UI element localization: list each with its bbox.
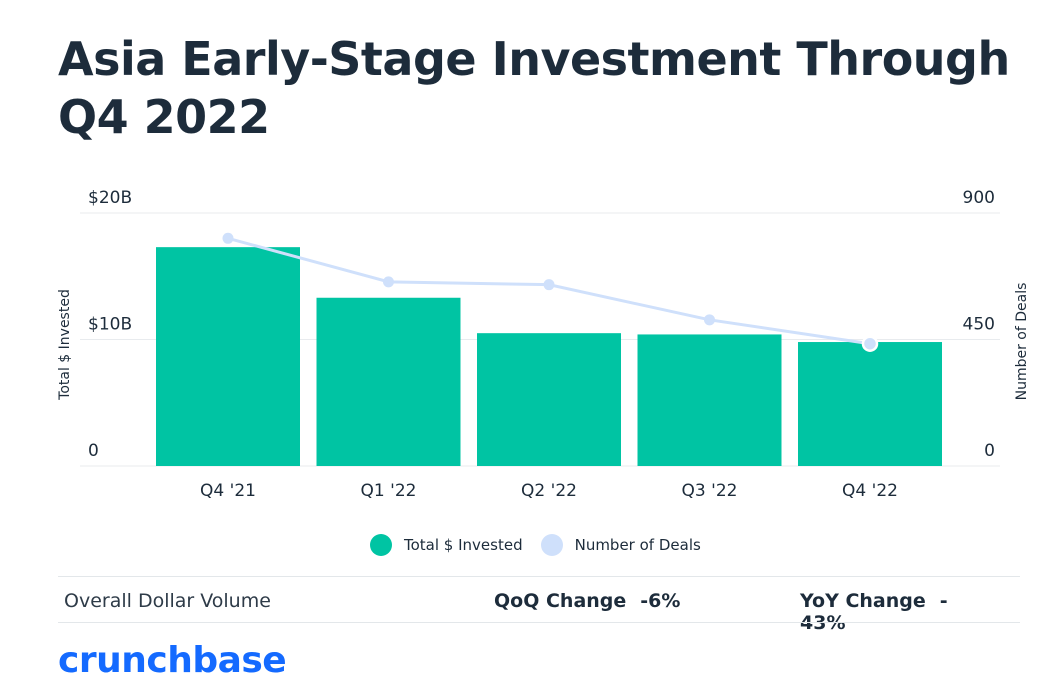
y-tick-label: 0 (88, 441, 99, 461)
y2-tick-label: 0 (984, 441, 995, 461)
overall-dollar-volume-label: Overall Dollar Volume (64, 590, 271, 612)
qoq-change-label: QoQ Change (494, 590, 627, 612)
y2-tick-label: 450 (963, 315, 995, 335)
divider-bottom (58, 622, 1020, 623)
crunchbase-logo: crunchbase (58, 640, 287, 681)
combo-chart: 0 $10B $20B 0 450 900 Total $ Invested Number o… (57, 188, 1030, 501)
chart-title: Asia Early-Stage Investment Through Q4 2… (58, 32, 1010, 144)
x-tick-label: Q3 '22 (682, 481, 738, 501)
yoy-change: YoY Change -43% (800, 590, 1004, 634)
legend-swatch-bar (370, 534, 392, 556)
deals-point (222, 232, 234, 244)
y2-tick-label: 900 (963, 188, 995, 208)
legend-swatch-line (540, 534, 563, 556)
legend-label-total-invested: Total $ Invested (404, 536, 523, 554)
bar (637, 334, 782, 466)
bar (316, 297, 461, 466)
yoy-change-value: -43% (800, 590, 948, 634)
stats-row: Overall Dollar Volume QoQ Change -6% YoY … (64, 590, 1004, 634)
legend-label-number-of-deals: Number of Deals (574, 536, 701, 554)
deals-point (543, 279, 555, 291)
x-tick-label: Q1 '22 (361, 481, 417, 501)
y-axis-title: Total $ Invested (57, 289, 73, 401)
divider-top (58, 576, 1020, 577)
legend-item-total-invested: Total $ Invested (370, 534, 523, 556)
x-tick-label: Q2 '22 (521, 481, 577, 501)
y-tick-label: $10B (88, 315, 132, 335)
deals-point (383, 276, 394, 288)
chart-legend: Total $ Invested Number of Deals (370, 534, 719, 556)
bar (477, 333, 621, 466)
y-tick-label: $20B (88, 188, 132, 208)
deals-point (704, 314, 715, 326)
qoq-change-value: -6% (640, 590, 681, 612)
bar (156, 247, 300, 466)
y2-axis-title: Number of Deals (1014, 283, 1030, 401)
x-tick-label: Q4 '22 (842, 481, 898, 501)
bar (798, 342, 942, 466)
qoq-change: QoQ Change -6% (494, 590, 694, 612)
legend-item-number-of-deals: Number of Deals (540, 534, 701, 556)
yoy-change-label: YoY Change (800, 590, 926, 612)
x-tick-label: Q4 '21 (200, 481, 256, 501)
deals-point (861, 335, 879, 352)
